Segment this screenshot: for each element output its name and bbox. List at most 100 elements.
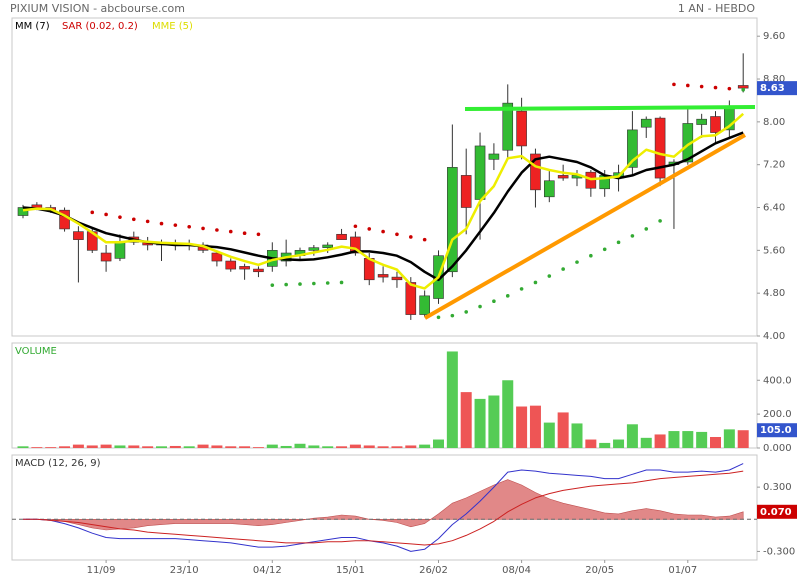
sar-dot bbox=[325, 281, 330, 285]
volume-bar bbox=[322, 446, 334, 448]
sar-dot bbox=[575, 260, 579, 264]
x-tick-label: 11/09 bbox=[87, 565, 116, 576]
sar-dot bbox=[519, 287, 524, 291]
candle-body bbox=[543, 180, 555, 198]
sar-dot bbox=[658, 219, 662, 223]
volume-bar bbox=[156, 446, 167, 448]
volume-bar bbox=[17, 446, 29, 448]
candle-body bbox=[211, 252, 223, 262]
volume-bar bbox=[377, 446, 389, 448]
volume-bar bbox=[557, 412, 569, 448]
panel-title: MACD (12, 26, 9) bbox=[15, 458, 101, 469]
macd-histogram bbox=[22, 479, 744, 531]
sar-dot bbox=[561, 267, 565, 271]
macd-line bbox=[23, 470, 744, 546]
volume-bar bbox=[197, 444, 209, 448]
sar-dot bbox=[256, 232, 261, 237]
volume-bar bbox=[502, 380, 514, 448]
resistance-line bbox=[464, 105, 756, 111]
candle-body bbox=[516, 110, 527, 147]
x-tick-label: 20/05 bbox=[585, 565, 614, 576]
chart-title: PIXIUM VISION - abcbourse.com bbox=[10, 2, 185, 15]
trend-line bbox=[424, 133, 746, 320]
volume-bar bbox=[280, 445, 292, 448]
y-tick-label: 7.20 bbox=[763, 160, 785, 171]
sar-dot bbox=[602, 247, 607, 252]
y-tick-label: 400.0 bbox=[763, 375, 792, 386]
sar-dot bbox=[713, 85, 718, 90]
y-tick-label: -0.300 bbox=[763, 546, 795, 557]
sar-dot bbox=[464, 310, 469, 314]
candle-body bbox=[419, 295, 430, 315]
sar-dot bbox=[90, 210, 95, 215]
volume-bar bbox=[72, 444, 84, 448]
sar-dot bbox=[686, 83, 690, 88]
volume-bar bbox=[446, 351, 458, 448]
volume-bar bbox=[460, 392, 472, 448]
volume-bar bbox=[294, 443, 306, 448]
volume-bar bbox=[349, 444, 361, 448]
sar-dot bbox=[630, 234, 635, 238]
y-tick-label: 0.000 bbox=[763, 443, 792, 454]
last-flag bbox=[757, 423, 797, 438]
candle-body bbox=[488, 153, 500, 160]
x-tick-label: 01/07 bbox=[668, 565, 697, 576]
candle-body bbox=[405, 282, 417, 315]
last-flag bbox=[757, 504, 797, 519]
candle-body bbox=[73, 231, 84, 240]
volume-bar bbox=[128, 445, 140, 448]
volume-bar bbox=[585, 439, 597, 448]
volume-bar bbox=[363, 445, 375, 448]
last-flag-label: 0.070 bbox=[760, 507, 792, 518]
chart-subtitle: 1 AN - HEBDO bbox=[678, 2, 755, 15]
volume-bar bbox=[225, 446, 237, 448]
candle-body bbox=[502, 102, 514, 151]
x-tick-label: 15/01 bbox=[336, 565, 365, 576]
legend-label: MME (5) bbox=[152, 21, 193, 32]
sar-dot bbox=[187, 224, 191, 229]
x-tick-label: 04/12 bbox=[253, 565, 282, 576]
volume-bar bbox=[640, 437, 652, 448]
sar-dot bbox=[492, 299, 496, 304]
candle-body bbox=[253, 268, 264, 273]
sar-dot bbox=[450, 313, 455, 318]
sar-dot bbox=[381, 229, 385, 234]
legend-label: SAR (0.02, 0.2) bbox=[62, 21, 138, 32]
candle-body bbox=[322, 244, 334, 248]
last-flag bbox=[757, 81, 797, 96]
volume-bar bbox=[405, 445, 417, 448]
sar-dot bbox=[422, 237, 427, 242]
y-tick-label: 8.00 bbox=[763, 117, 785, 128]
sar-dot bbox=[409, 235, 413, 239]
volume-bar bbox=[59, 446, 71, 448]
sar-dot bbox=[118, 215, 122, 219]
x-tick-label: 08/04 bbox=[502, 565, 531, 576]
sar-dot bbox=[727, 86, 732, 91]
volume-bar bbox=[626, 424, 638, 448]
y-tick-label: 6.40 bbox=[763, 203, 785, 214]
candle-body bbox=[447, 167, 458, 273]
y-tick-label: 4.80 bbox=[763, 288, 785, 299]
sar-dot bbox=[547, 274, 552, 278]
volume-bar bbox=[710, 436, 721, 448]
volume-bar bbox=[516, 406, 528, 448]
sar-dot bbox=[339, 280, 344, 285]
volume-bar bbox=[529, 405, 541, 448]
volume-bar bbox=[308, 445, 320, 448]
candle-body bbox=[654, 117, 666, 179]
volume-panel bbox=[11, 342, 758, 449]
volume-bar bbox=[142, 446, 154, 448]
sar-dot bbox=[367, 227, 372, 231]
candle-body bbox=[627, 129, 638, 168]
last-flag-label: 8.63 bbox=[760, 83, 785, 94]
volume-bar bbox=[682, 431, 694, 448]
y-tick-label: 4.00 bbox=[763, 331, 785, 342]
volume-bar bbox=[239, 446, 251, 448]
sar-dot bbox=[215, 228, 219, 232]
volume-bar bbox=[183, 446, 195, 448]
candle-body bbox=[225, 260, 237, 270]
volume-bar bbox=[543, 422, 555, 448]
candle-body bbox=[696, 118, 707, 125]
sar-dot bbox=[104, 212, 108, 217]
